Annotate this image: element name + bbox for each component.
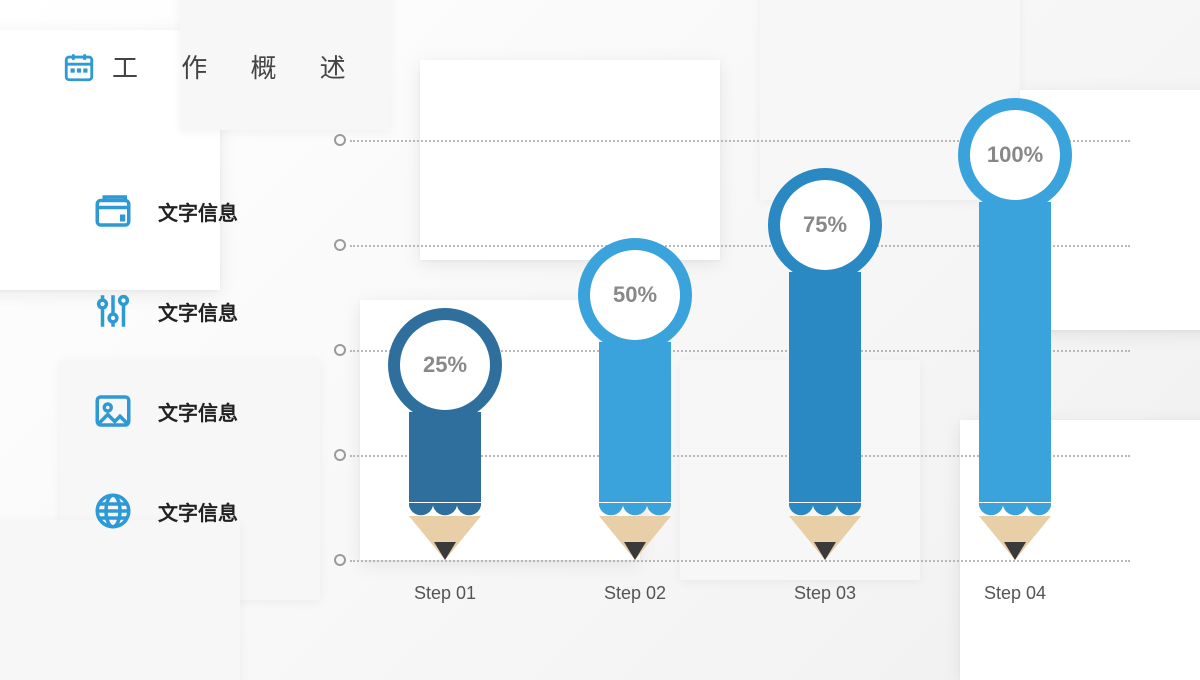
pencil-body: [789, 272, 861, 502]
percent-ring-outer: 75%: [768, 168, 882, 282]
side-item-4: 文字信息: [92, 490, 238, 532]
side-item-3: 文字信息: [92, 390, 238, 432]
pencil-chart: 25%Step 0150%Step 0275%Step 03100%Step 0…: [330, 140, 1130, 620]
percent-ring-outer: 25%: [388, 308, 502, 422]
pencil-step: 100%Step 04: [955, 98, 1075, 560]
grid-line: [350, 560, 1130, 562]
step-label: Step 01: [414, 583, 476, 604]
page-title: 工 作 概 述: [112, 48, 364, 85]
pencil-step: 50%Step 02: [575, 238, 695, 560]
wallet-icon: [92, 190, 134, 232]
pencil-body: [979, 202, 1051, 502]
percent-text: 25%: [423, 352, 467, 378]
step-label: Step 02: [604, 583, 666, 604]
side-item-label: 文字信息: [158, 297, 238, 326]
percent-ring: 75%: [780, 180, 870, 270]
percent-text: 100%: [987, 142, 1043, 168]
sliders-icon: [92, 290, 134, 332]
side-item-label: 文字信息: [158, 497, 238, 526]
side-item-2: 文字信息: [92, 290, 238, 332]
percent-ring-outer: 100%: [958, 98, 1072, 212]
side-list: 文字信息 文字信息 文字信息: [92, 190, 238, 532]
pencil-step: 75%Step 03: [765, 168, 885, 560]
side-item-1: 文字信息: [92, 190, 238, 232]
pencil-step: 25%Step 01: [385, 308, 505, 560]
percent-ring: 50%: [590, 250, 680, 340]
page-header: 工 作 概 述: [62, 48, 364, 85]
pencil-body: [599, 342, 671, 502]
step-label: Step 03: [794, 583, 856, 604]
percent-ring: 100%: [970, 110, 1060, 200]
side-item-label: 文字信息: [158, 397, 238, 426]
globe-icon: [92, 490, 134, 532]
percent-ring: 25%: [400, 320, 490, 410]
calendar-icon: [62, 50, 96, 84]
percent-text: 75%: [803, 212, 847, 238]
percent-ring-outer: 50%: [578, 238, 692, 352]
percent-text: 50%: [613, 282, 657, 308]
pencil-body: [409, 412, 481, 502]
image-icon: [92, 390, 134, 432]
side-item-label: 文字信息: [158, 197, 238, 226]
step-label: Step 04: [984, 583, 1046, 604]
